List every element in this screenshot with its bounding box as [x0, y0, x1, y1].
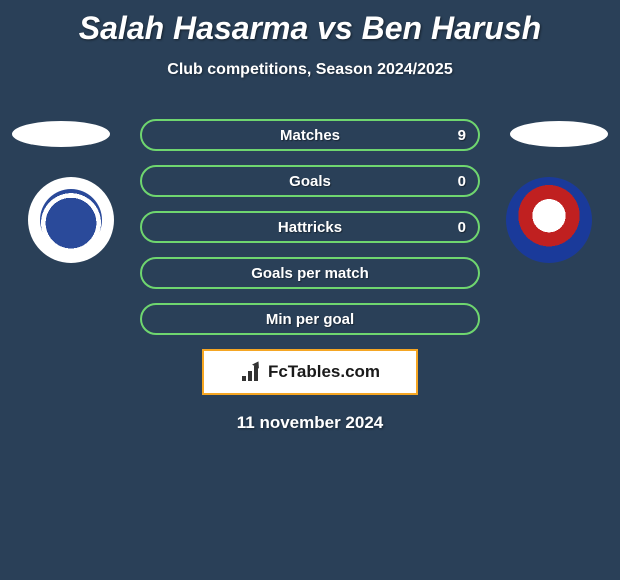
stat-value-right: 9: [458, 127, 466, 144]
stat-label: Goals per match: [251, 265, 369, 282]
brand-box[interactable]: FcTables.com: [202, 349, 418, 395]
stat-pill-goals: Goals 0: [140, 165, 480, 197]
stats-area: Matches 9 Goals 0 Hattricks 0 Goals per …: [0, 119, 620, 335]
brand-text: FcTables.com: [268, 362, 380, 382]
chart-icon: [240, 363, 262, 381]
stat-pill-hattricks: Hattricks 0: [140, 211, 480, 243]
subtitle: Club competitions, Season 2024/2025: [0, 61, 620, 79]
stat-label: Goals: [289, 173, 331, 190]
page-title: Salah Hasarma vs Ben Harush: [0, 0, 620, 47]
date-label: 11 november 2024: [0, 413, 620, 433]
stat-label: Hattricks: [278, 219, 342, 236]
stat-value-right: 0: [458, 219, 466, 236]
player-right-ellipse: [510, 121, 608, 147]
club-badge-right: [506, 177, 592, 263]
stat-pill-goals-per-match: Goals per match: [140, 257, 480, 289]
stat-value-right: 0: [458, 173, 466, 190]
stat-label: Matches: [280, 127, 340, 144]
stat-row: Min per goal: [0, 303, 620, 335]
club-badge-left: [28, 177, 114, 263]
stat-row: Goals per match: [0, 257, 620, 289]
player-left-ellipse: [12, 121, 110, 147]
stat-pill-min-per-goal: Min per goal: [140, 303, 480, 335]
stat-pill-matches: Matches 9: [140, 119, 480, 151]
stat-label: Min per goal: [266, 311, 354, 328]
